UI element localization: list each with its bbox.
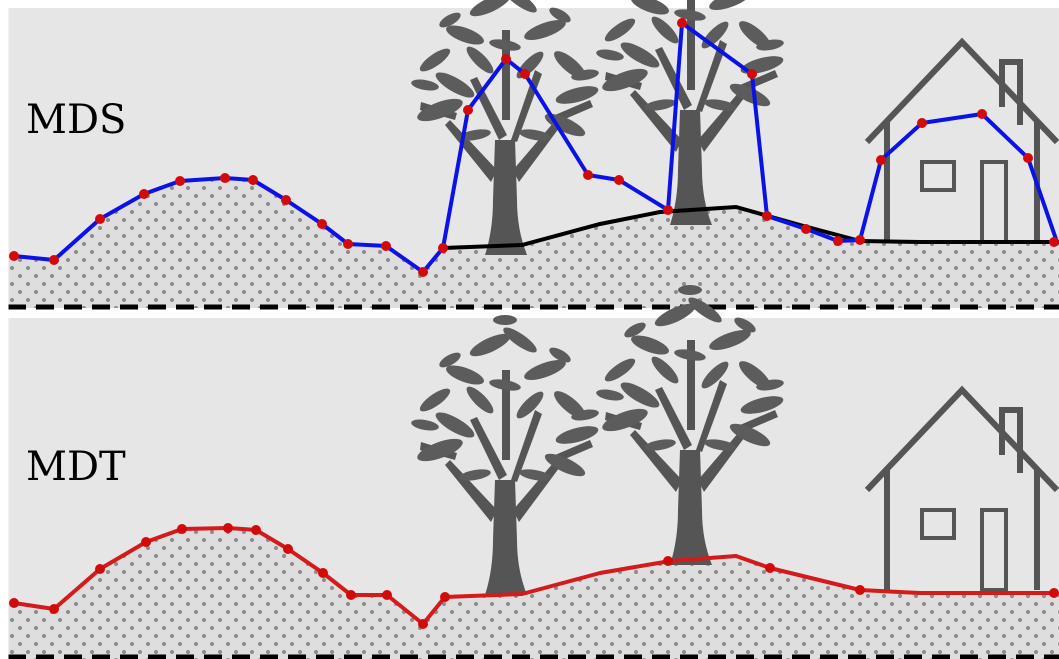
mds-panel: MDS: [8, 0, 1059, 310]
sample-point: [141, 537, 151, 547]
sample-point: [438, 243, 448, 253]
sample-point: [855, 585, 865, 595]
sample-point: [139, 189, 149, 199]
mdt-ground: [8, 528, 1059, 659]
sample-point: [583, 170, 593, 180]
mds-surface-line: [13, 21, 1059, 274]
sample-point: [614, 175, 624, 185]
mdt-panel: MDT: [8, 285, 1059, 659]
sample-point: [663, 556, 673, 566]
sample-point: [418, 619, 428, 629]
sample-point: [177, 524, 187, 534]
sample-point: [381, 241, 391, 251]
mds-label: MDS: [26, 97, 126, 143]
sample-point: [418, 267, 428, 277]
sample-point: [248, 175, 258, 185]
sample-point: [317, 219, 327, 229]
sample-point: [9, 598, 19, 608]
sample-point: [855, 235, 865, 245]
mds-sample-points: [9, 18, 1059, 277]
sample-point: [251, 525, 261, 535]
terrain-line: [442, 204, 1059, 250]
sample-point: [382, 590, 392, 600]
sample-point: [833, 236, 843, 246]
sample-point: [281, 195, 291, 205]
sample-point: [49, 255, 59, 265]
sample-point: [9, 251, 19, 261]
mdt-sample-points: [9, 523, 1059, 629]
sample-point: [1049, 588, 1059, 598]
sample-point: [1023, 153, 1033, 163]
sample-point: [220, 173, 230, 183]
sample-point: [463, 105, 473, 115]
sample-point: [501, 54, 511, 64]
sample-point: [283, 544, 293, 554]
sample-point: [762, 211, 772, 221]
mdt-label: MDT: [26, 444, 126, 490]
sample-point: [677, 18, 687, 28]
sample-point: [318, 568, 328, 578]
sample-point: [663, 205, 673, 215]
sample-point: [917, 118, 927, 128]
sample-point: [440, 592, 450, 602]
sample-point: [520, 69, 530, 79]
sample-point: [223, 523, 233, 533]
sample-point: [977, 109, 987, 119]
sample-point: [765, 563, 775, 573]
sample-point: [346, 590, 356, 600]
sample-point: [49, 604, 59, 614]
sample-point: [1049, 237, 1059, 247]
sample-point: [175, 176, 185, 186]
sample-point: [876, 155, 886, 165]
sample-point: [343, 239, 353, 249]
sample-point: [747, 69, 757, 79]
sample-point: [95, 214, 105, 224]
sample-point: [801, 224, 811, 234]
sample-point: [95, 564, 105, 574]
